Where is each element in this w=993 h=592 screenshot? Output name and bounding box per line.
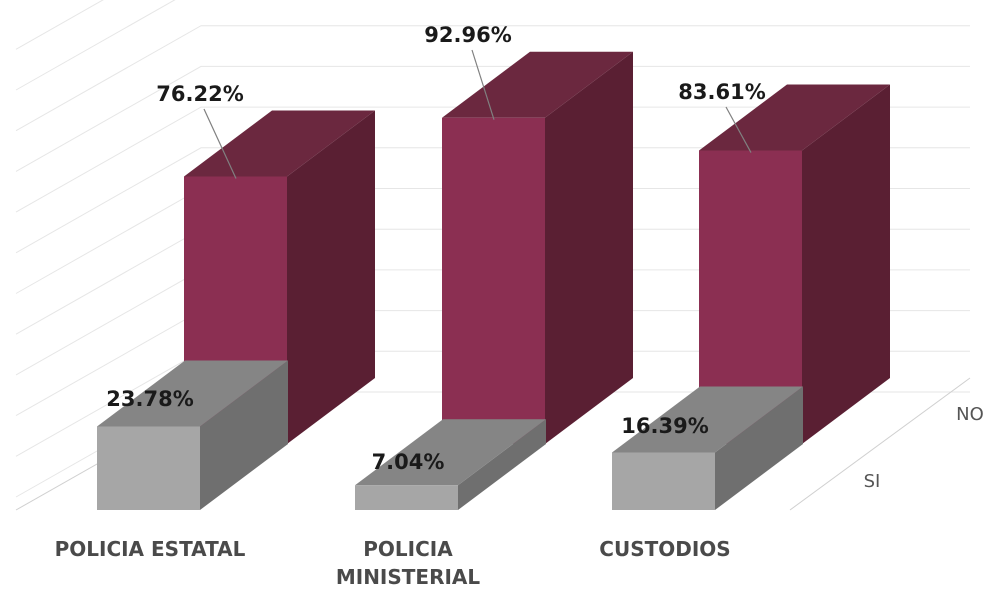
value-label-si-1: 7.04% (372, 450, 445, 474)
category-label-2: CUSTODIOS (599, 537, 730, 561)
depth-label-si: SI (864, 471, 881, 492)
gridline (15, 25, 970, 132)
depth-label-no: NO (956, 404, 984, 425)
value-label-si-0: 23.78% (106, 387, 193, 411)
leader-line-no-0 (203, 108, 237, 179)
bar-no-2-side (802, 84, 890, 444)
category-label-1-line-0: POLICIA (363, 537, 453, 561)
category-label-1-line-1: MINISTERIAL (336, 565, 481, 589)
bar-si-2-front (612, 452, 715, 510)
bar-no-0-side (287, 110, 375, 444)
value-label-no-1: 92.96% (424, 23, 511, 47)
gridline (15, 106, 970, 213)
bar-si-0-side (200, 360, 288, 510)
bar-no-0-top (184, 110, 375, 177)
bar-no-1-side (545, 51, 633, 445)
bar-si-1-front (355, 485, 458, 510)
bar-si-2-side (715, 386, 803, 510)
value-label-no-2: 83.61% (678, 80, 765, 104)
gridline (15, 0, 104, 50)
floor-edge-right (789, 377, 971, 511)
bar-no-1-top (442, 51, 633, 118)
leader-line-no-2 (725, 106, 752, 153)
bar-si-1-side (458, 419, 546, 510)
bar-si-2-top (612, 386, 803, 453)
bar-no-2-top (699, 84, 890, 151)
gridline (15, 0, 176, 91)
value-label-no-0: 76.22% (156, 82, 243, 106)
bar-si-1-top (355, 419, 546, 486)
category-label-0: POLICIA ESTATAL (55, 537, 246, 561)
leader-line-no-1 (471, 49, 495, 120)
bar-si-0-front (97, 426, 200, 510)
gridline (15, 65, 970, 172)
bar-no-2-front (699, 150, 802, 444)
value-label-si-2: 16.39% (621, 414, 708, 438)
bar-si-0-top (97, 360, 288, 427)
bar-no-1-front (442, 117, 545, 445)
